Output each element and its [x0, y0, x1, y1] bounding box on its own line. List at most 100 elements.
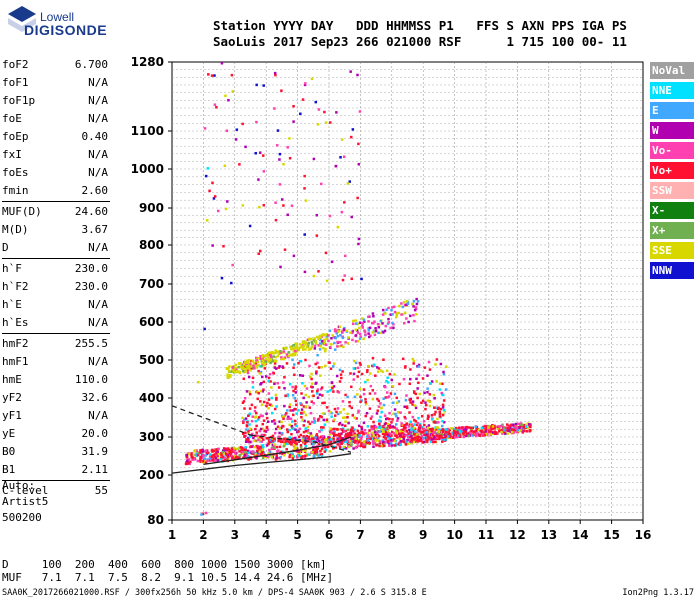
echo-point: [345, 440, 348, 443]
echo-point: [400, 432, 404, 435]
echo-point: [199, 456, 202, 459]
echo-point: [290, 443, 293, 446]
echo-point: [262, 203, 266, 207]
echo-point: [266, 354, 269, 357]
echo-point: [336, 407, 340, 410]
echo-point: [387, 317, 390, 321]
echo-point: [387, 444, 391, 447]
echo-point: [258, 450, 261, 454]
echo-point: [415, 302, 419, 306]
echo-point: [261, 363, 264, 366]
echo-point: [286, 394, 289, 398]
echo-point: [294, 399, 298, 403]
echo-point: [244, 431, 247, 435]
echo-point: [503, 427, 506, 430]
echo-point: [230, 454, 234, 458]
echo-point: [264, 360, 267, 364]
echo-point: [323, 401, 326, 405]
echo-point: [408, 423, 411, 426]
echo-point: [312, 394, 315, 398]
echo-point: [390, 444, 394, 447]
echo-point: [310, 442, 314, 446]
echo-point: [494, 432, 498, 435]
echo-point: [294, 391, 298, 394]
logo-text-digisonde: DIGISONDE: [24, 22, 108, 38]
echo-point: [239, 446, 243, 449]
echo-point: [442, 430, 445, 434]
echo-point: [334, 446, 338, 449]
echo-point: [506, 432, 509, 435]
echo-point: [320, 339, 324, 343]
echo-point: [500, 430, 503, 434]
echo-point: [190, 453, 193, 457]
echo-point: [503, 432, 507, 435]
x-tick-label: 3: [231, 528, 239, 542]
echo-point: [295, 403, 298, 407]
echo-point: [305, 453, 308, 456]
echo-point: [337, 391, 341, 394]
echo-point: [275, 367, 278, 370]
echo-point: [292, 366, 295, 369]
echo-point: [364, 442, 368, 446]
echo-point: [336, 437, 339, 440]
echo-point: [196, 459, 200, 463]
param-key: yE: [2, 427, 16, 440]
echo-point: [297, 430, 300, 433]
echo-point: [384, 431, 387, 434]
echo-point: [234, 363, 238, 367]
param-key: D: [2, 241, 9, 254]
echo-point: [356, 331, 360, 334]
echo-point: [371, 431, 374, 435]
echo-point: [251, 452, 254, 455]
echo-point: [230, 448, 234, 452]
echo-point: [354, 328, 358, 332]
echo-point: [350, 406, 354, 410]
echo-point: [322, 426, 325, 429]
echo-point: [285, 412, 288, 415]
echo-point: [241, 369, 245, 373]
echo-point: [357, 370, 361, 374]
echo-point: [367, 329, 371, 332]
echo-point: [339, 340, 342, 344]
echo-point: [391, 425, 395, 428]
echo-point: [418, 422, 422, 426]
echo-point: [489, 433, 492, 436]
echo-point: [289, 353, 293, 357]
echo-point: [401, 428, 405, 431]
echo-point: [304, 199, 308, 202]
echo-point: [197, 380, 200, 384]
echo-point: [265, 404, 268, 408]
echo-point: [268, 450, 272, 453]
echo-point: [321, 333, 324, 337]
echo-point: [292, 427, 295, 431]
param-separator: [2, 333, 110, 334]
echo-point: [395, 436, 399, 439]
echo-point: [233, 367, 236, 370]
echo-point: [319, 336, 323, 340]
echo-point: [342, 408, 346, 411]
echo-point: [402, 437, 405, 441]
echo-point: [471, 434, 474, 437]
echo-point: [486, 431, 489, 434]
echo-point: [377, 367, 381, 370]
echo-point: [432, 436, 436, 439]
echo-point: [271, 359, 274, 363]
echo-point: [511, 423, 515, 427]
echo-point: [272, 372, 275, 375]
echo-point: [267, 379, 270, 383]
param-key: hmE: [2, 373, 22, 386]
echo-point: [247, 431, 250, 435]
echo-point: [364, 440, 367, 443]
echo-point: [260, 440, 263, 443]
param-value: N/A: [88, 76, 108, 89]
x-tick-label: 15: [603, 528, 620, 542]
echo-point: [386, 322, 390, 325]
echo-point: [475, 427, 478, 431]
echo-point: [364, 333, 367, 336]
echo-point: [324, 364, 327, 368]
echo-point: [330, 260, 334, 264]
param-row: hmF1 N/A: [2, 353, 108, 371]
echo-point: [328, 214, 332, 218]
echo-point: [411, 302, 414, 306]
echo-point: [442, 373, 446, 376]
